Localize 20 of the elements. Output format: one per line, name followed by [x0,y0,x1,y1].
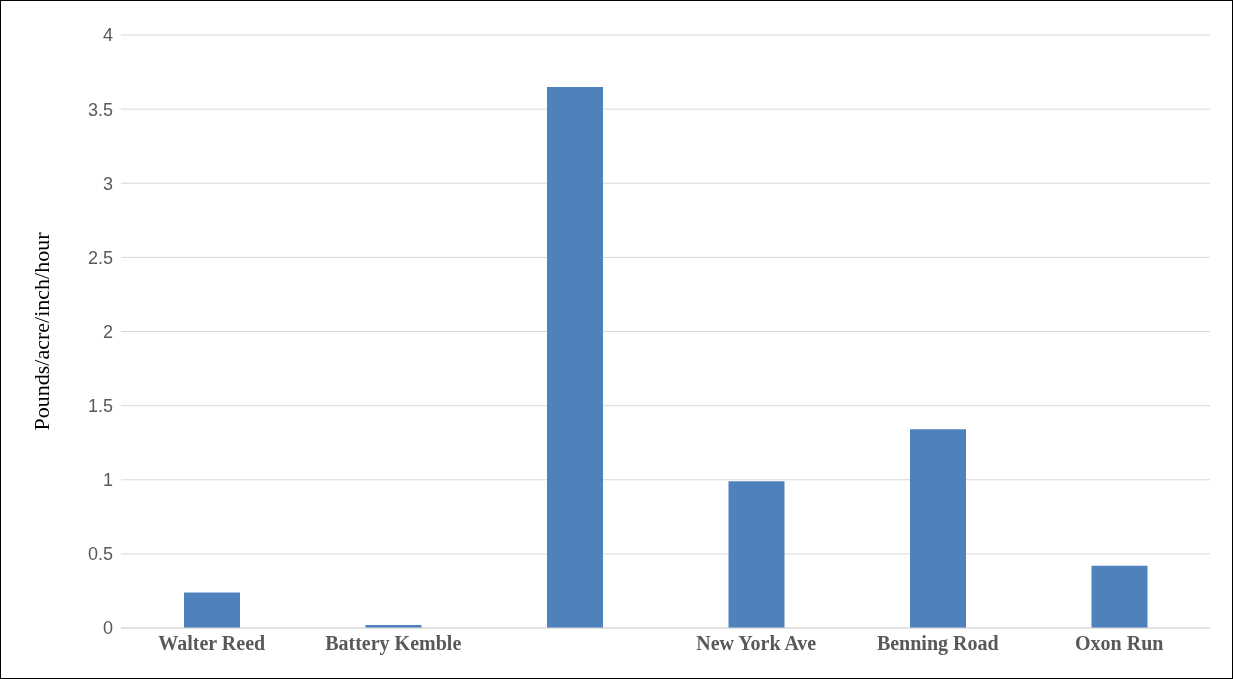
y-tick-label: 2 [102,321,113,342]
x-tick-label: Battery Kemble [325,632,462,656]
y-tick-label: 3 [102,173,113,194]
y-tick-label: 4 [102,25,113,46]
y-tick-label: 1.5 [87,396,113,417]
x-tick-label: Walter Reed [158,632,266,655]
bar [910,429,966,628]
y-tick-label: 1 [102,470,113,491]
bar [1091,565,1148,628]
bar [547,86,603,628]
y-tick-label: 2.5 [87,247,113,268]
y-tick-label: 0 [102,618,113,639]
x-tick-label: Oxon Run [1075,632,1164,655]
y-axis-title: Pounds/acre/inch/hour [28,231,54,431]
y-tick-label: 3.5 [87,99,113,120]
x-tick-label: Benning Road [876,632,999,656]
y-tick-label: 0.5 [87,544,113,565]
x-tick-label: New York Ave [696,632,817,655]
bar [728,481,785,628]
bar [184,592,240,628]
